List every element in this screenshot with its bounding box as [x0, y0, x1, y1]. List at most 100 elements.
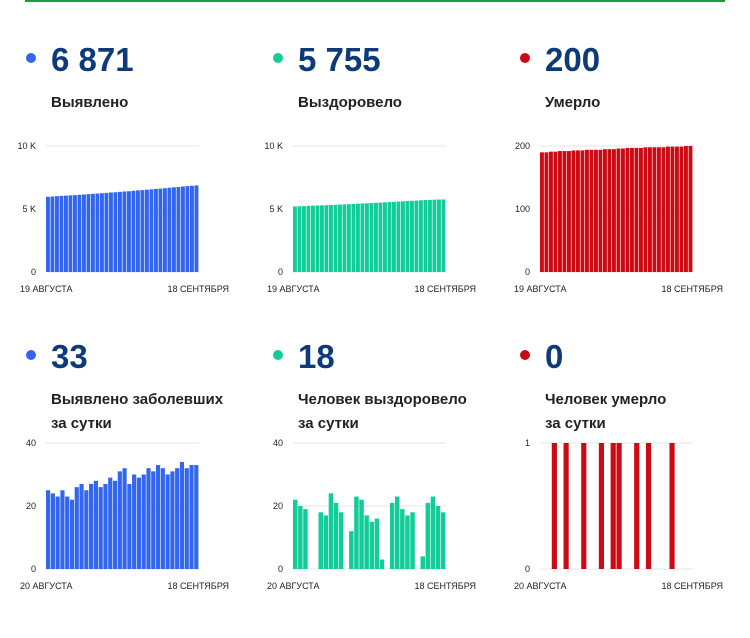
bar — [68, 195, 73, 272]
y-tick-label: 10 K — [264, 141, 283, 151]
bar — [328, 493, 334, 569]
bar — [136, 477, 142, 569]
bar — [347, 204, 351, 272]
bar-chart: 1 0 20 АВГУСТА 18 СЕНТЯБРЯ — [514, 438, 723, 591]
bar — [79, 483, 84, 569]
bar — [323, 515, 329, 569]
bar — [104, 192, 109, 272]
bar — [103, 483, 108, 569]
bar — [89, 483, 94, 569]
bar — [132, 474, 137, 569]
bar — [155, 465, 161, 569]
bar — [69, 499, 75, 569]
bar — [410, 200, 414, 272]
bar — [661, 147, 666, 272]
bar — [414, 200, 419, 272]
y-tick-label: 40 — [26, 438, 36, 448]
bar — [74, 487, 79, 569]
stat-label: Человек выздоровело — [298, 391, 467, 408]
bar — [392, 201, 396, 272]
bar — [170, 471, 175, 569]
bar — [395, 496, 400, 569]
bar — [540, 152, 544, 272]
bar — [113, 192, 118, 272]
y-tick-label: 20 — [26, 501, 36, 511]
stat-label: за сутки — [545, 415, 606, 432]
bar — [338, 512, 344, 569]
y-tick-label: 0 — [31, 267, 36, 277]
bar — [342, 204, 347, 272]
bar — [59, 195, 64, 272]
bar — [140, 190, 145, 272]
bar — [684, 146, 688, 272]
bar — [50, 493, 55, 569]
y-tick-label: 0 — [525, 267, 530, 277]
bar — [598, 149, 603, 272]
bar — [46, 196, 50, 272]
x-start-label: 19 АВГУСТА — [20, 284, 73, 294]
bar — [329, 204, 333, 272]
bar — [657, 147, 661, 272]
bar — [580, 150, 585, 272]
bar — [145, 189, 149, 272]
x-end-label: 18 СЕНТЯБРЯ — [414, 581, 476, 591]
stat-label: Выявлено — [51, 94, 129, 111]
bar — [46, 490, 51, 569]
stat-label: за сутки — [298, 415, 359, 432]
y-tick-label: 0 — [278, 564, 283, 574]
bar — [428, 199, 432, 272]
bar — [108, 477, 113, 569]
stat-value: 18 — [298, 338, 335, 375]
bar — [167, 187, 172, 272]
bar — [118, 191, 122, 272]
bar — [369, 203, 374, 272]
bar — [364, 515, 369, 569]
bar — [64, 195, 68, 272]
bar — [50, 196, 55, 272]
bar — [589, 149, 594, 272]
bar-chart: 40 20 0 20 АВГУСТА 18 СЕНТЯБРЯ — [20, 438, 229, 591]
bar — [122, 191, 127, 272]
bar — [603, 149, 607, 272]
bar — [82, 194, 86, 272]
y-tick-label: 0 — [278, 267, 283, 277]
bar — [354, 496, 359, 569]
y-tick-label: 1 — [525, 438, 530, 448]
bar — [675, 146, 679, 272]
bar — [576, 150, 580, 272]
stat-label: за сутки — [51, 415, 112, 432]
bar — [551, 443, 557, 569]
bar — [315, 205, 320, 272]
bar — [383, 202, 387, 272]
bar — [387, 202, 392, 272]
bar — [405, 201, 410, 272]
bar — [643, 147, 648, 272]
bar — [131, 190, 136, 272]
stat-label: Выздоровело — [298, 94, 402, 111]
bar — [389, 502, 395, 569]
bar — [410, 512, 415, 569]
bar — [400, 509, 405, 569]
bar — [151, 471, 156, 569]
bar — [190, 185, 194, 272]
bar — [181, 186, 185, 272]
bar — [333, 204, 338, 272]
bar — [194, 185, 199, 272]
bar — [306, 205, 311, 272]
bar — [55, 196, 59, 272]
bar — [122, 468, 127, 569]
legend-dot — [520, 53, 530, 63]
bar — [616, 148, 621, 272]
bar — [293, 206, 297, 272]
bar — [435, 506, 441, 569]
bar — [112, 480, 118, 569]
bar-chart: 40 20 0 20 АВГУСТА 18 СЕНТЯБРЯ — [267, 438, 476, 591]
bar — [136, 190, 140, 272]
bar — [405, 515, 410, 569]
bar — [379, 559, 385, 569]
bar — [93, 480, 98, 569]
bar — [625, 147, 630, 272]
bar — [149, 189, 154, 272]
bar — [185, 186, 190, 272]
bar — [607, 149, 612, 272]
